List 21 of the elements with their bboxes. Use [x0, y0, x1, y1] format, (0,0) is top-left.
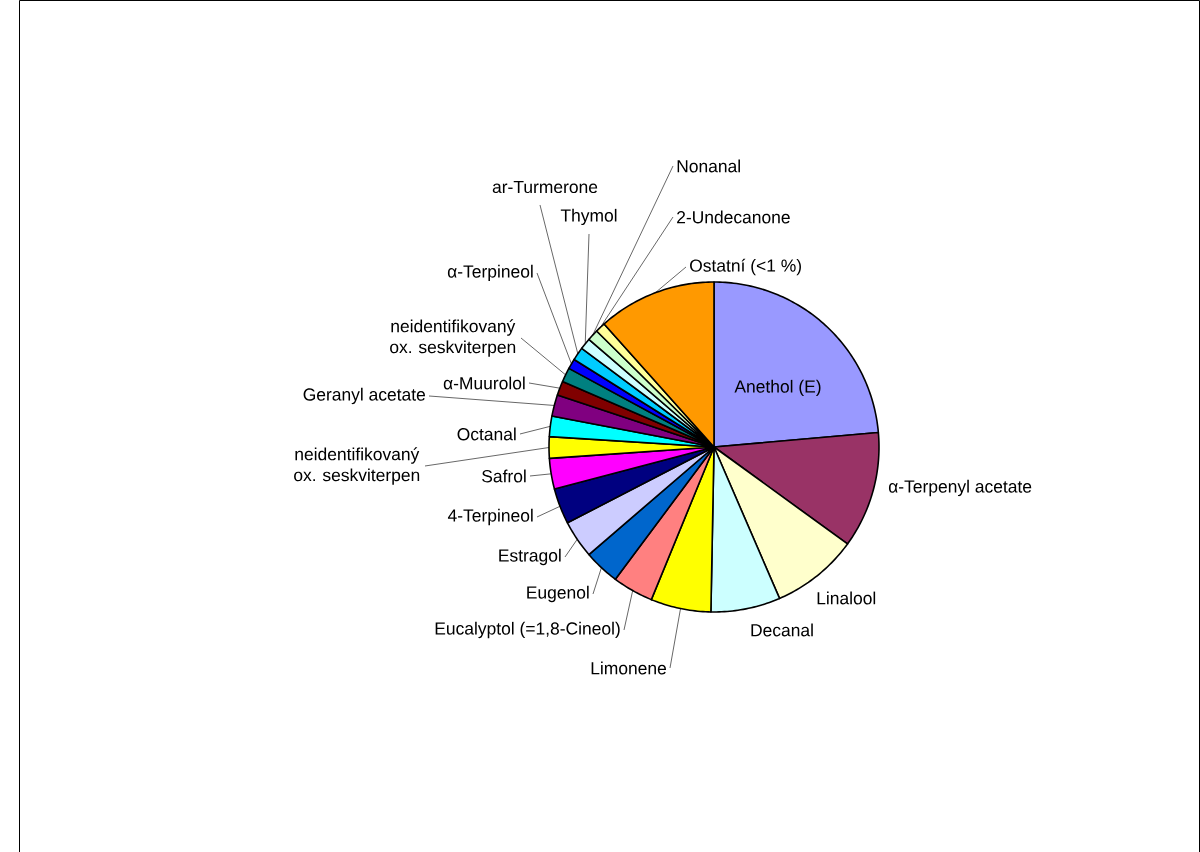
slice-label: Linalool [817, 591, 876, 605]
slice-label: 2-Undecanone [677, 210, 790, 224]
slice-label: α-Terpenyl acetate [888, 479, 1032, 497]
slice-label: Thymol [560, 208, 617, 226]
slice-label: neidentifikovaný ox. seskviterpen [294, 447, 420, 485]
slice-label: Estragol [499, 548, 561, 566]
slice-label: neidentifikovaný ox. seskviterpen [390, 319, 516, 357]
slice-label: Octanal [457, 427, 516, 441]
slice-label: Anethol (E) [734, 379, 821, 397]
slice-label: α-Terpineol [447, 264, 533, 282]
slice-label: Limonene [591, 661, 667, 675]
slice-label: Ostatní (<1 %) [690, 258, 801, 276]
slice-label: Eugenol [527, 585, 589, 603]
slice-label: Safrol [482, 469, 526, 483]
slice-label: ar-Turmerone [492, 180, 598, 194]
slice-label: Nonanal [677, 159, 740, 173]
slice-label: Geranyl acetate [303, 387, 425, 405]
slice-label: 4-Terpineol [447, 508, 533, 526]
slice-label: Decanal [751, 623, 813, 637]
slice-label: Eucalyptol (=1,8-Cineol) [435, 621, 620, 639]
slice-label: α-Muurolol [443, 376, 525, 390]
